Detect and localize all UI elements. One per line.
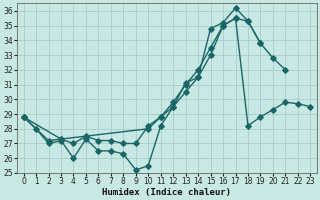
X-axis label: Humidex (Indice chaleur): Humidex (Indice chaleur) [102,188,231,197]
